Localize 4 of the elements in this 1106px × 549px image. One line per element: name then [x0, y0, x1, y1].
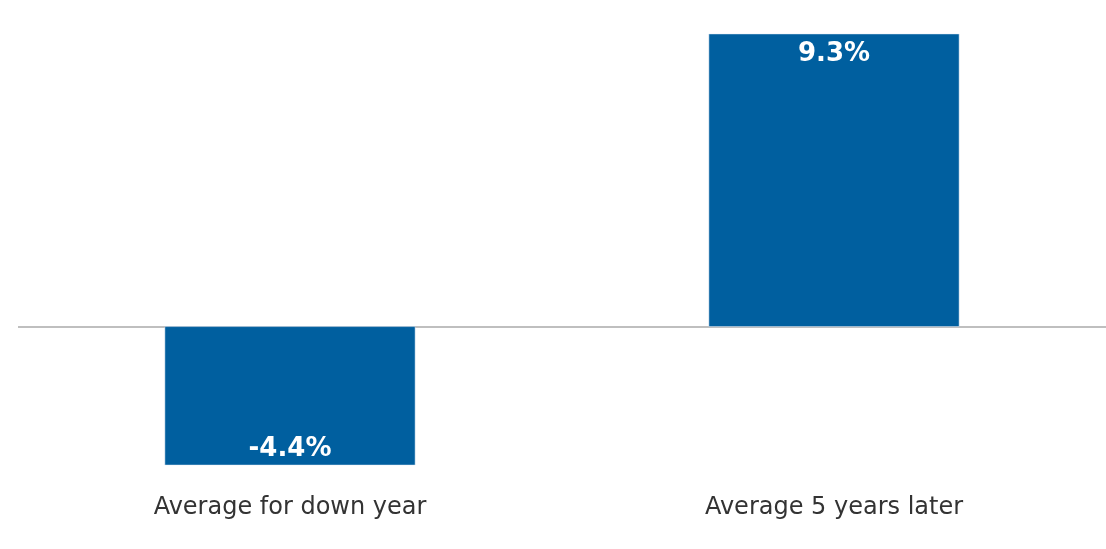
- data-label: 9.3%: [797, 36, 871, 67]
- x-tick-label: Average for down year: [153, 492, 427, 520]
- data-label: -4.4%: [248, 432, 332, 463]
- x-tick-label: Average 5 years later: [704, 492, 964, 520]
